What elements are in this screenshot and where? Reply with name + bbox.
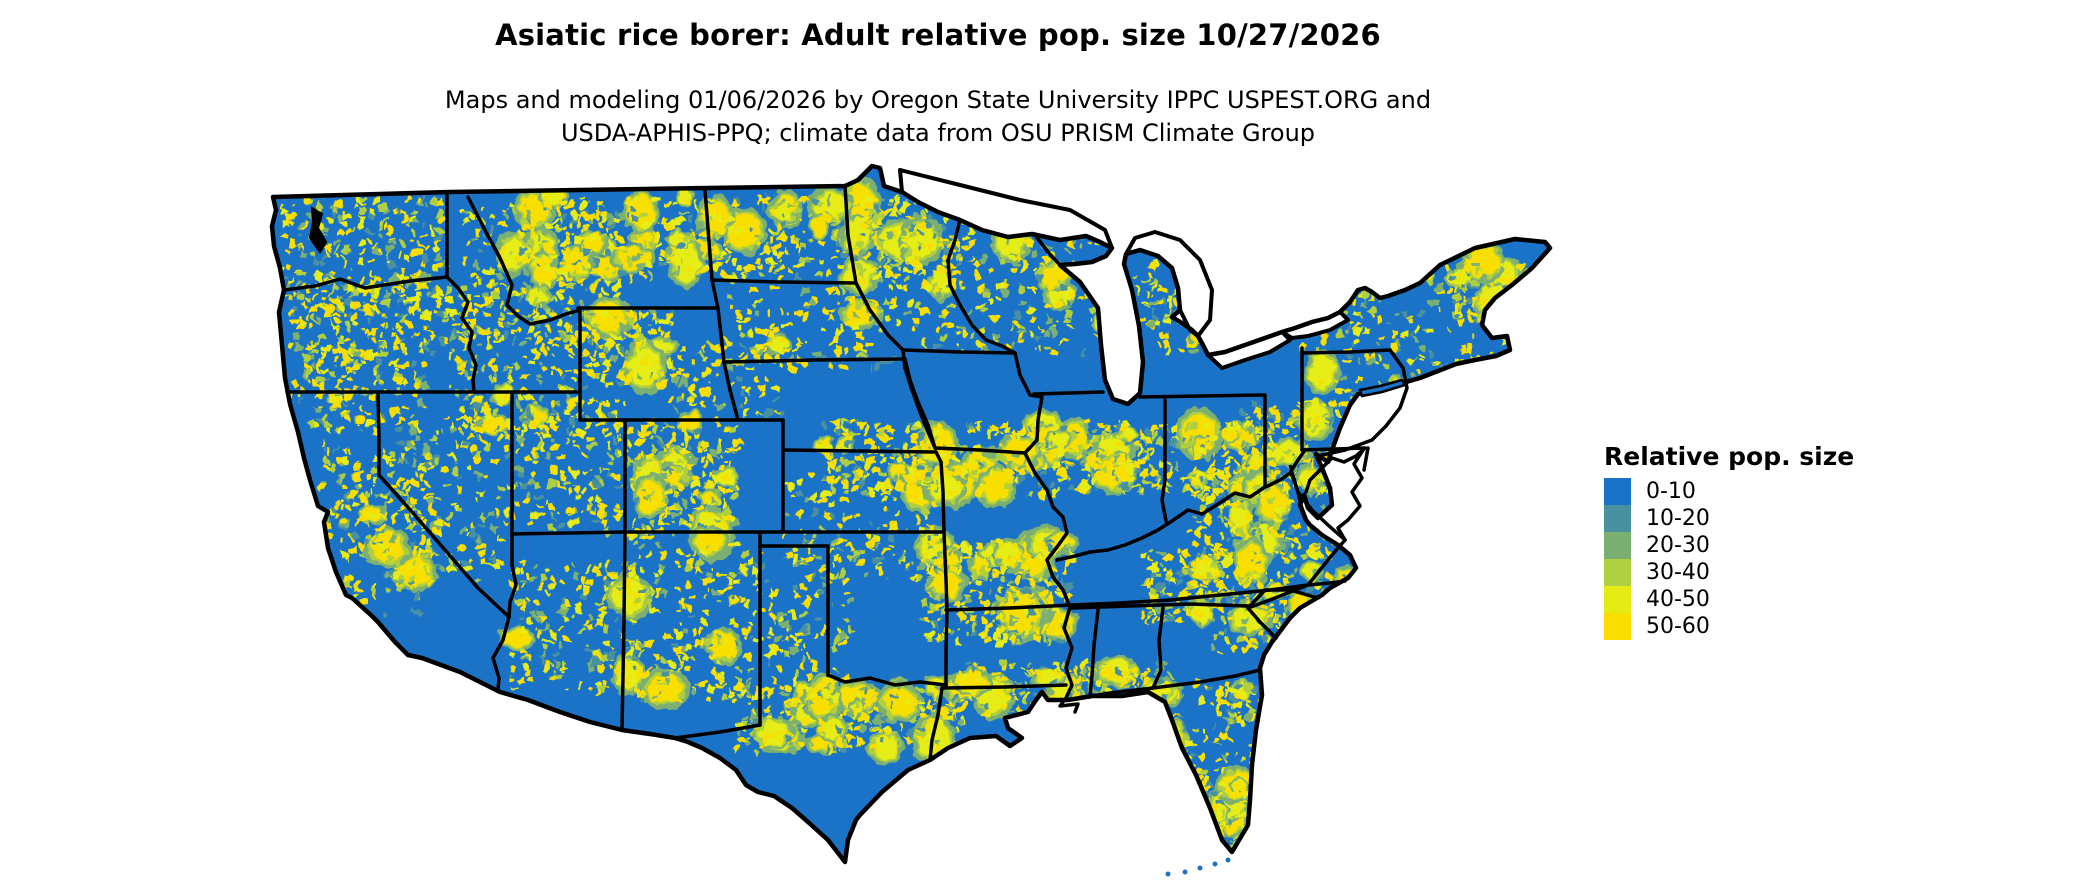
legend-label: 30-40	[1646, 560, 1710, 585]
legend-label: 20-30	[1646, 533, 1710, 558]
coast-details	[308, 206, 1407, 877]
legend-item: 30-40	[1604, 559, 1854, 586]
us-map	[269, 163, 1553, 877]
legend-label: 50-60	[1646, 614, 1710, 639]
legend-swatch	[1604, 613, 1631, 640]
legend-swatch	[1604, 505, 1631, 532]
subtitle-line-2: USDA-APHIS-PPQ; climate data from OSU PR…	[560, 119, 1316, 147]
legend-label: 40-50	[1646, 587, 1710, 612]
legend-item: 40-50	[1604, 586, 1854, 613]
legend-swatch	[1604, 559, 1631, 586]
subtitle-line-1: Maps and modeling 01/06/2026 by Oregon S…	[444, 86, 1432, 114]
legend-item: 20-30	[1604, 532, 1854, 559]
legend-item: 10-20	[1604, 505, 1854, 532]
legend-rows: 0-10 10-20 20-30 30-40 40-50 50-60	[1604, 478, 1854, 640]
legend-title: Relative pop. size	[1604, 442, 1855, 471]
legend-swatch	[1604, 478, 1631, 505]
legend-label: 0-10	[1646, 479, 1696, 504]
legend-swatch	[1604, 532, 1631, 559]
us-outline	[269, 163, 1553, 865]
legend-item: 50-60	[1604, 613, 1854, 640]
legend-swatch	[1604, 586, 1631, 613]
legend: Relative pop. size 0-10 10-20 20-30 30-40 40…	[1604, 442, 1854, 640]
legend-label: 10-20	[1646, 506, 1710, 531]
page-title: Asiatic rice borer: Adult relative pop. …	[495, 18, 1381, 52]
legend-item: 0-10	[1604, 478, 1854, 505]
